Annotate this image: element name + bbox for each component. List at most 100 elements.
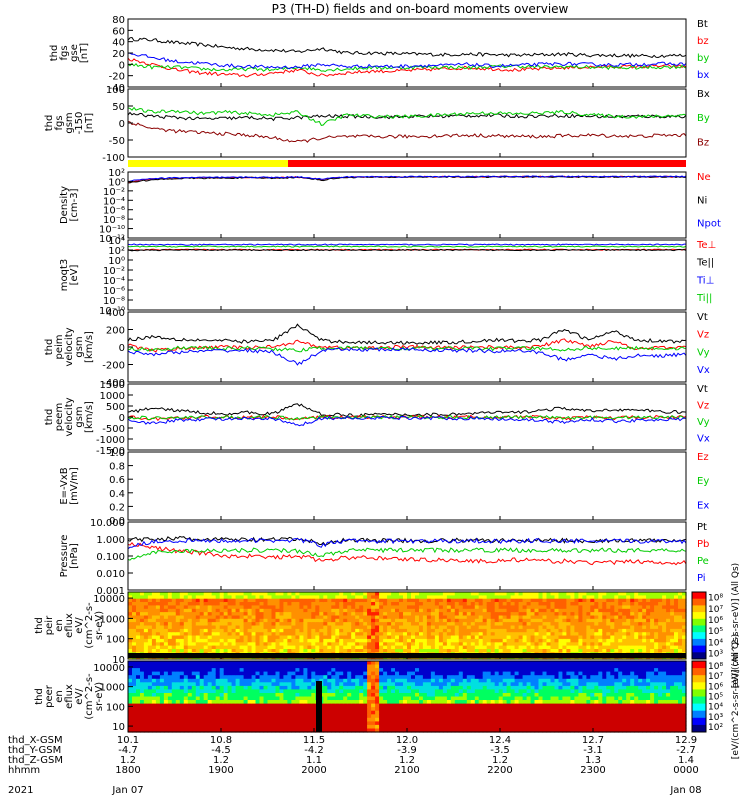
spectrogram-cell: [430, 642, 436, 647]
spectrogram-cell: [159, 615, 165, 620]
spectrogram-cell: [283, 678, 288, 683]
spectrogram-cell: [678, 602, 683, 606]
spectrogram-cell: [367, 671, 372, 676]
spectrogram-cell: [171, 635, 177, 640]
spectrogram-cell: [530, 635, 536, 640]
spectrogram-cell: [494, 618, 500, 623]
spectrogram-cell: [339, 714, 344, 719]
spectrogram-cell: [255, 714, 261, 719]
spectrogram-cell: [438, 710, 444, 715]
spectrogram-cell: [422, 707, 428, 712]
spectrogram-cell: [466, 602, 472, 606]
spectrogram-cell: [498, 628, 504, 633]
spectrogram-cell: [590, 598, 595, 603]
spectrogram-cell: [355, 707, 360, 712]
spectrogram-cell: [442, 675, 448, 680]
spectrogram-cell: [311, 605, 316, 610]
spectrogram-cell: [458, 598, 464, 603]
spectrogram-cell: [143, 618, 149, 623]
spectrogram-cell: [502, 707, 508, 712]
spectrogram-cell: [171, 717, 177, 722]
spectrogram-cell: [426, 645, 432, 650]
spectrogram-cell: [558, 628, 564, 633]
spectrogram-cell: [327, 661, 332, 666]
spectrogram-cell: [140, 618, 145, 623]
spectrogram-cell: [235, 625, 241, 630]
spectrogram-cell: [454, 703, 460, 708]
spectrogram-cell: [426, 612, 432, 617]
spectrogram-cell: [311, 707, 316, 712]
spectrogram-cell: [187, 625, 193, 630]
spectrogram-cell: [351, 642, 356, 647]
spectrogram-cell: [634, 638, 639, 643]
spectrogram-cell: [279, 717, 285, 722]
spectrogram-cell: [343, 682, 348, 687]
y-axis-label: peim: [54, 334, 65, 359]
spectrogram-cell: [526, 598, 532, 603]
spectrogram-cell: [498, 649, 504, 653]
spectrogram-cell: [215, 664, 221, 669]
spectrogram-cell: [159, 703, 165, 708]
spectrogram-cell: [295, 638, 300, 643]
spectrogram-cell: [518, 595, 524, 600]
spectrogram-cell: [311, 628, 316, 633]
spectrogram-cell: [271, 618, 277, 623]
spectrogram-cell: [446, 700, 452, 705]
spectrogram-cell: [231, 595, 237, 600]
spectrogram-cell: [371, 671, 376, 676]
spectrogram-cell: [458, 717, 464, 722]
spectrogram-cell: [151, 635, 157, 640]
spectrogram-cell: [136, 595, 141, 600]
spectrogram-cell: [299, 645, 304, 650]
spectrogram-cell: [207, 714, 213, 719]
spectrogram-cell: [558, 635, 564, 640]
spectrogram-cell: [219, 642, 225, 647]
spectrogram-cell: [426, 717, 432, 722]
spectrogram-cell: [355, 714, 360, 719]
spectrogram-cell: [470, 682, 476, 687]
spectrogram-cell: [132, 592, 137, 596]
spectrogram-cell: [594, 638, 599, 643]
spectrogram-cell: [646, 618, 651, 623]
spectrogram-cell: [634, 622, 639, 627]
spectrogram-cell: [279, 664, 285, 669]
spectrogram-cell: [311, 671, 316, 676]
spectrogram-cell: [319, 632, 324, 637]
spectrogram-cell: [383, 635, 388, 640]
spectrogram-cell: [327, 703, 332, 708]
spectrogram-cell: [682, 632, 687, 637]
spectrogram-cell: [243, 612, 249, 617]
spectrogram-cell: [367, 668, 372, 673]
spectrogram-cell: [311, 682, 316, 687]
spectrogram-cell: [223, 682, 229, 687]
spectrogram-cell: [446, 717, 452, 722]
spectrogram-cell: [307, 703, 312, 708]
spectrogram-cell: [179, 724, 185, 729]
spectrogram-cell: [411, 608, 416, 613]
spectrogram-cell: [438, 724, 444, 729]
spectrogram-cell: [351, 618, 356, 623]
spectrogram-cell: [259, 625, 265, 630]
spectrogram-cell: [319, 678, 324, 683]
spectrogram-cell: [658, 592, 663, 596]
spectrogram-cell: [622, 638, 627, 643]
spectrogram-cell: [147, 638, 153, 643]
spectrogram-cell: [371, 622, 376, 627]
spectrogram-cell: [395, 595, 400, 600]
spectrogram-cell: [255, 700, 261, 705]
spectrogram-cell: [295, 671, 300, 676]
spectrogram-cell: [594, 628, 599, 633]
spectrogram-cell: [399, 625, 404, 630]
spectrogram-cell: [259, 642, 265, 647]
spectrogram-cell: [634, 598, 639, 603]
spectrogram-cell: [590, 612, 595, 617]
spectrogram-cell: [351, 622, 356, 627]
spectrogram-cell: [498, 645, 504, 650]
spectrogram-cell: [654, 649, 659, 653]
series-line-Npot: [127, 175, 687, 183]
spectrogram-cell: [223, 664, 229, 669]
spectrogram-cell: [187, 678, 193, 683]
spectrogram-cell: [227, 671, 233, 676]
spectrogram-cell: [271, 598, 277, 603]
spectrogram-cell: [215, 710, 221, 715]
